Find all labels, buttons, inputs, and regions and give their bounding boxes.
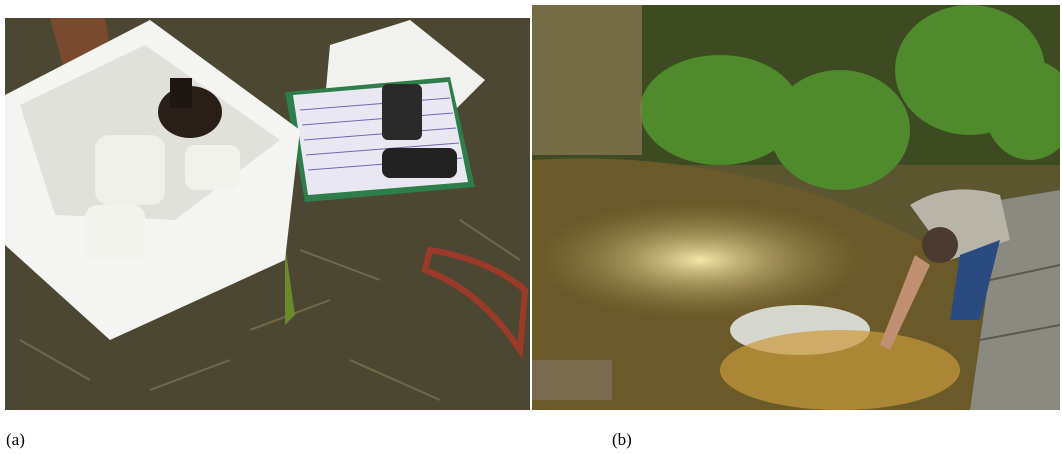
figure: (a) (b)	[0, 0, 1062, 454]
caption-a: (a)	[6, 430, 25, 450]
photo-a	[5, 18, 530, 410]
caption-b: (b)	[612, 430, 632, 450]
photos	[0, 0, 1062, 454]
photo-b	[530, 5, 1062, 410]
